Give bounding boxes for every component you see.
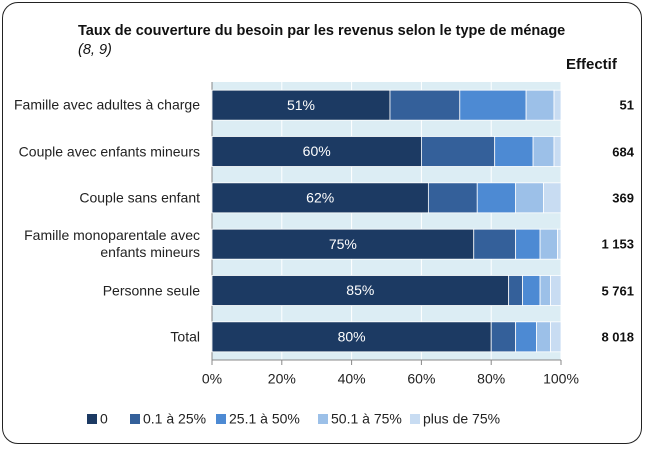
effectif-value: 8 018 <box>601 329 634 345</box>
legend-item: plus de 75% <box>410 411 500 427</box>
legend-label: plus de 75% <box>423 411 500 427</box>
legend-item: 50.1 à 75% <box>318 411 402 427</box>
bar-segment <box>211 228 475 260</box>
legend-swatch <box>216 414 226 424</box>
data-label: 62% <box>306 190 334 206</box>
bar-segment <box>476 182 517 214</box>
plot-background <box>212 82 561 360</box>
bar-segment <box>211 321 492 353</box>
x-tick-label: 20% <box>268 371 296 387</box>
y-tick-label: Personne seule <box>102 282 200 298</box>
chart-title-block: Taux de couverture du besoin par les rev… <box>78 22 568 60</box>
bar-segment <box>553 89 562 121</box>
bar-segment <box>539 228 558 260</box>
bar-segment <box>508 275 524 306</box>
bar-segment <box>490 321 517 353</box>
legend-item: 25.1 à 50% <box>216 411 300 427</box>
bar-segment <box>211 89 391 121</box>
bar-segment <box>427 182 478 214</box>
bar-segment <box>532 136 555 167</box>
bar-segment <box>515 321 537 353</box>
bar-segment <box>522 275 541 306</box>
data-label: 51% <box>287 97 315 113</box>
effectif-value: 369 <box>612 190 634 206</box>
legend-swatch <box>318 414 328 424</box>
legend-item: 0 <box>87 411 108 427</box>
bar-segment <box>515 228 541 260</box>
bar-segment <box>550 321 562 353</box>
legend-label: 0 <box>100 411 108 427</box>
y-tick-label: Couple sans enfant <box>79 189 200 206</box>
bar-segment <box>211 182 429 214</box>
legend-swatch <box>130 414 140 424</box>
bar-segment <box>543 182 562 214</box>
bar-segment <box>473 228 517 260</box>
x-tick-label: 40% <box>338 371 366 387</box>
x-tick-label: 60% <box>407 371 435 387</box>
data-label: 75% <box>329 236 357 252</box>
bar-segment <box>525 89 555 121</box>
legend-label: 50.1 à 75% <box>331 411 402 427</box>
bar-segment <box>557 228 562 260</box>
y-tick-label: Famille monoparentale avec enfants mineu… <box>24 227 200 261</box>
bar-segment <box>211 136 422 167</box>
bar-segment <box>550 275 562 306</box>
bar-segment <box>539 275 551 306</box>
y-tick-label: Famille avec adultes à charge <box>14 96 200 113</box>
legend-label: 25.1 à 50% <box>229 411 300 427</box>
x-tick-label: 0% <box>202 371 222 387</box>
legend-swatch <box>410 414 420 424</box>
title-note: (8, 9) <box>78 42 112 58</box>
bar-segment <box>459 89 527 121</box>
effectif-value: 1 153 <box>601 236 634 252</box>
bar-segment <box>211 275 510 306</box>
y-tick-label: Total <box>170 328 200 345</box>
effectif-value: 684 <box>612 144 634 159</box>
effectif-header: Effectif <box>566 56 617 73</box>
legend-item: 0.1 à 25% <box>130 411 206 427</box>
data-label: 85% <box>346 282 374 298</box>
legend-label: 0.1 à 25% <box>143 411 206 427</box>
bar-segment <box>553 136 562 167</box>
bar-segment <box>536 321 551 353</box>
data-label: 60% <box>303 143 331 159</box>
bar-segment <box>494 136 534 167</box>
frame <box>2 2 642 444</box>
x-tick-label: 80% <box>477 371 505 387</box>
bar-segment <box>515 182 544 214</box>
bar-segment <box>389 89 461 121</box>
effectif-value: 51 <box>619 97 634 113</box>
legend-swatch <box>87 414 97 424</box>
y-tick-label: Couple avec enfants mineurs <box>18 143 200 159</box>
chart-title: Taux de couverture du besoin par les rev… <box>78 23 566 39</box>
effectif-value: 5 761 <box>601 283 634 298</box>
data-label: 80% <box>338 329 366 345</box>
x-tick-label: 100% <box>543 371 579 387</box>
bar-segment <box>420 136 496 167</box>
